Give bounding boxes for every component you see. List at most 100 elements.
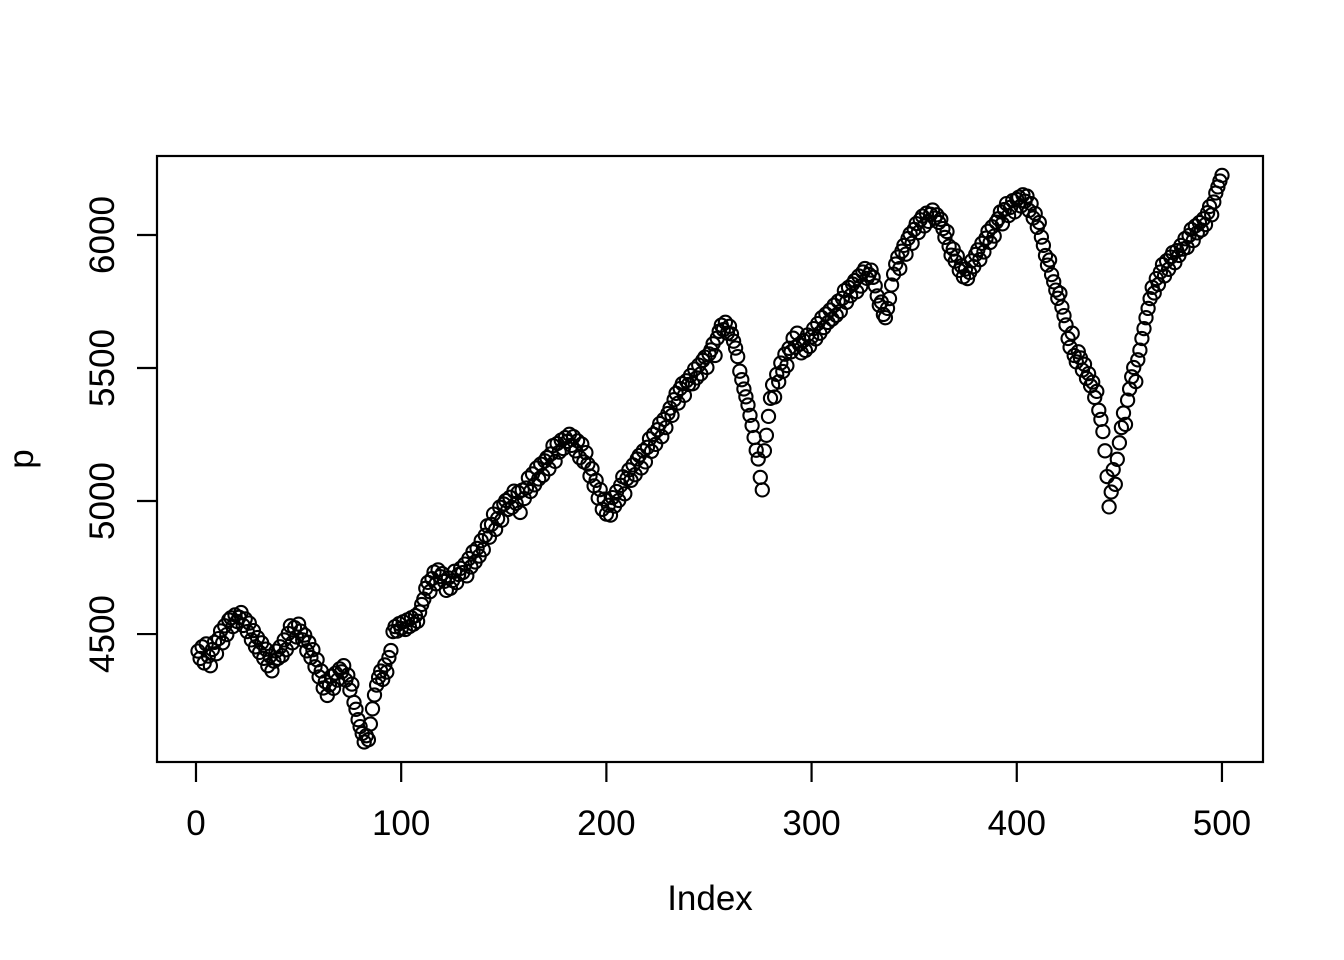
data-point xyxy=(758,427,775,443)
data-point xyxy=(305,642,321,658)
data-point xyxy=(717,314,734,330)
data-point xyxy=(756,443,773,459)
data-point xyxy=(463,559,479,575)
data-point xyxy=(405,616,422,632)
data-point xyxy=(602,507,619,523)
data-point xyxy=(939,223,955,240)
data-points xyxy=(190,167,1230,750)
data-point xyxy=(828,307,844,323)
data-point xyxy=(738,389,754,405)
data-point xyxy=(1105,461,1121,478)
data-point xyxy=(766,389,783,405)
y-axis: 4500 5000 5500 6000 xyxy=(83,196,157,673)
data-point xyxy=(978,230,994,246)
data-point xyxy=(336,658,352,674)
data-point xyxy=(459,568,475,584)
data-point xyxy=(512,504,528,521)
data-point xyxy=(929,207,945,223)
data-point xyxy=(617,486,633,502)
data-point xyxy=(344,676,360,692)
data-point xyxy=(518,480,535,496)
data-point xyxy=(1093,411,1109,428)
data-point xyxy=(215,635,231,651)
x-axis-tick-label: 100 xyxy=(372,804,430,843)
y-axis-tick-label: 5000 xyxy=(83,462,122,540)
plot-area-border xyxy=(155,154,1265,764)
data-point xyxy=(292,623,309,639)
data-point xyxy=(662,400,678,416)
data-point xyxy=(740,397,756,413)
data-point xyxy=(301,634,317,650)
data-point xyxy=(1019,188,1035,204)
data-point xyxy=(539,450,555,466)
data-point xyxy=(674,376,690,392)
data-point xyxy=(375,671,391,688)
data-point xyxy=(1054,299,1070,315)
data-point xyxy=(547,453,563,470)
data-point xyxy=(379,664,395,680)
data-point xyxy=(202,658,219,674)
data-point xyxy=(1214,167,1230,184)
data-point xyxy=(1097,443,1113,459)
data-point xyxy=(475,542,491,558)
data-point xyxy=(588,472,604,488)
data-point xyxy=(364,701,381,717)
x-axis-tick-label: 500 xyxy=(1193,804,1251,843)
data-point xyxy=(941,238,957,254)
data-point xyxy=(592,481,608,498)
y-axis-title: p xyxy=(2,449,41,468)
data-point xyxy=(531,471,547,487)
data-point xyxy=(469,540,485,557)
data-point xyxy=(1189,225,1205,241)
data-point xyxy=(752,469,768,486)
data-point xyxy=(949,248,965,264)
data-point xyxy=(192,650,208,667)
data-point xyxy=(1041,252,1058,268)
data-point xyxy=(664,407,680,424)
data-point xyxy=(1119,392,1136,408)
data-point xyxy=(1031,214,1047,231)
data-point xyxy=(654,429,670,445)
x-axis: 0 100 200 300 400 500 xyxy=(186,762,1251,843)
x-axis-tick-label: 400 xyxy=(988,804,1046,843)
data-point xyxy=(578,444,594,461)
data-point xyxy=(734,372,750,388)
data-point xyxy=(1140,300,1156,317)
data-point xyxy=(1206,194,1222,210)
data-point xyxy=(1124,369,1140,385)
data-point xyxy=(933,211,949,227)
data-point xyxy=(865,269,881,285)
data-point xyxy=(348,701,364,717)
data-point xyxy=(206,634,223,650)
data-point xyxy=(723,326,740,342)
data-point xyxy=(1109,451,1125,467)
data-point xyxy=(1185,232,1201,249)
data-point xyxy=(1111,435,1128,451)
data-point xyxy=(748,442,764,458)
data-point xyxy=(430,562,446,578)
data-point xyxy=(1064,325,1080,341)
data-point xyxy=(635,443,651,459)
data-point xyxy=(658,419,674,436)
data-point xyxy=(1134,330,1150,347)
data-point xyxy=(569,433,586,449)
y-axis-tick-label: 4500 xyxy=(83,595,122,673)
x-axis-tick-label: 0 xyxy=(186,804,205,843)
data-point xyxy=(877,310,894,326)
data-point xyxy=(1089,383,1105,400)
data-point xyxy=(397,621,413,638)
data-point xyxy=(1048,282,1064,298)
data-point xyxy=(1113,419,1130,436)
data-point xyxy=(879,300,896,317)
data-point xyxy=(1146,285,1162,301)
data-point xyxy=(742,407,758,424)
data-point xyxy=(1043,266,1060,283)
data-point xyxy=(732,363,748,379)
data-point xyxy=(1091,402,1107,418)
data-point xyxy=(1101,499,1117,515)
data-point xyxy=(779,357,795,374)
data-point xyxy=(409,613,426,629)
y-axis-tick-label: 5500 xyxy=(83,329,122,407)
data-point xyxy=(377,657,393,673)
